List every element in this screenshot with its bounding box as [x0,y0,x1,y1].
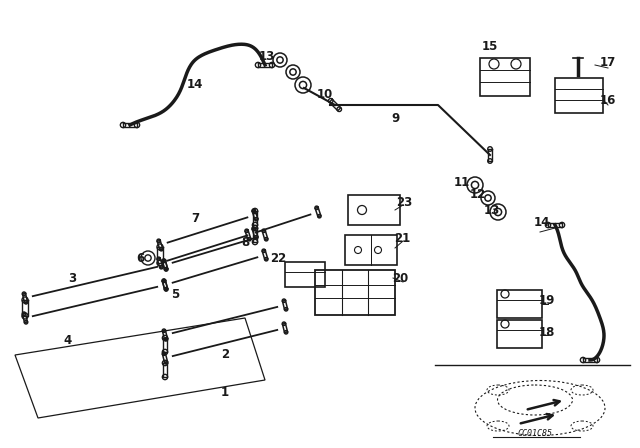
Text: 12: 12 [470,189,486,202]
Bar [315,270,395,315]
Text: 18: 18 [539,326,555,339]
Text: 15: 15 [482,40,498,53]
Text: 17: 17 [600,56,616,69]
Text: 13: 13 [484,203,500,216]
Text: CC01C85: CC01C85 [518,428,552,438]
Text: 1: 1 [221,387,229,400]
Text: 19: 19 [539,293,555,306]
Bar [348,195,400,225]
Text: 14: 14 [534,216,550,229]
Text: 8: 8 [241,236,249,249]
Text: 4: 4 [64,333,72,346]
Bar [497,320,542,348]
Text: 10: 10 [317,89,333,102]
Text: 13: 13 [259,51,275,64]
Text: 20: 20 [392,271,408,284]
Bar [345,235,397,265]
Bar [480,58,530,96]
Text: 9: 9 [391,112,399,125]
Text: 2: 2 [221,349,229,362]
Text: 11: 11 [454,177,470,190]
Bar [285,262,325,287]
Text: 23: 23 [396,195,412,208]
Text: 6: 6 [136,251,144,264]
Text: 14: 14 [187,78,203,91]
Text: 3: 3 [68,271,76,284]
Text: 21: 21 [394,232,410,245]
Text: 5: 5 [171,289,179,302]
Text: 16: 16 [600,94,616,107]
Text: 22: 22 [270,251,286,264]
Text: 7: 7 [191,211,199,224]
Bar [555,78,603,113]
Bar [497,290,542,318]
